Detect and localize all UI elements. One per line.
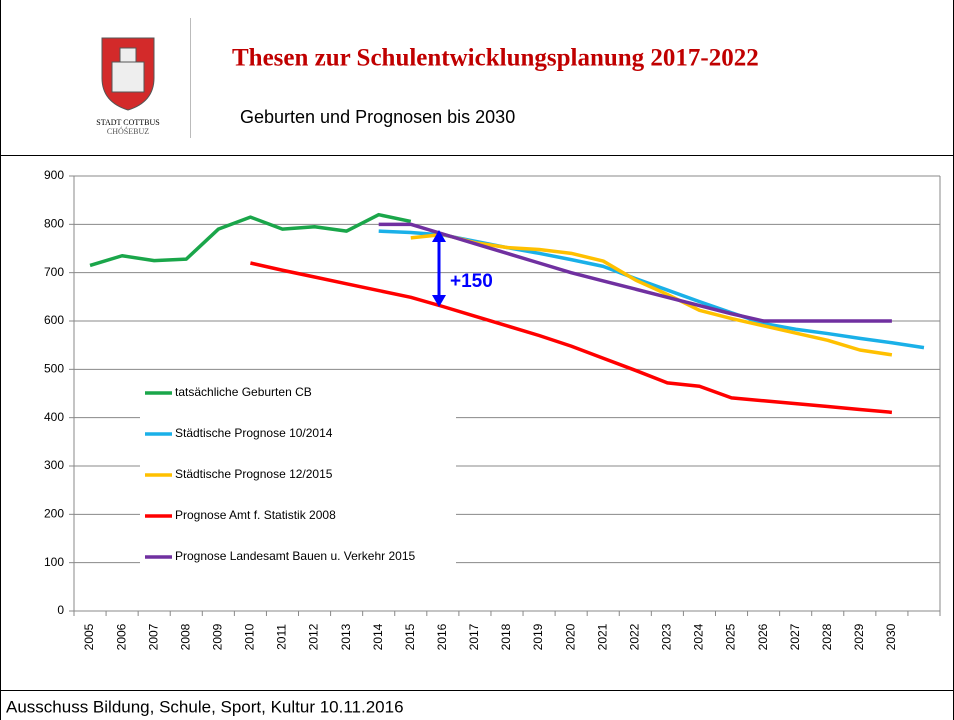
y-tick-label: 700: [44, 265, 64, 279]
x-tick-label: 2023: [660, 623, 674, 650]
footer-text: Ausschuss Bildung, Schule, Sport, Kultur…: [6, 697, 404, 716]
y-tick-label: 900: [44, 168, 64, 182]
x-tick-label: 2021: [595, 623, 609, 650]
x-tick-label: 2030: [884, 623, 898, 650]
x-tick-label: 2022: [627, 623, 641, 650]
x-tick-label: 2019: [531, 623, 545, 650]
title: Thesen zur Schulentwicklungsplanung 2017…: [232, 45, 759, 72]
logo-name: STADT COTTBUS: [96, 118, 159, 127]
legend-label: Städtische Prognose 12/2015: [175, 467, 333, 481]
y-tick-label: 0: [57, 603, 64, 617]
y-tick-label: 800: [44, 217, 64, 231]
x-tick-label: 2014: [371, 623, 385, 650]
y-tick-label: 400: [44, 410, 64, 424]
x-tick-label: 2026: [756, 623, 770, 650]
legend-label: Prognose Amt f. Statistik 2008: [175, 508, 336, 522]
logo: STADT COTTBUS CHÓŚEBUZ: [96, 38, 159, 136]
y-tick-label: 600: [44, 313, 64, 327]
x-tick-label: 2006: [114, 623, 128, 650]
slide: STADT COTTBUS CHÓŚEBUZ Thesen zur Schule…: [0, 0, 954, 720]
x-tick-label: 2013: [339, 623, 353, 650]
x-tick-label: 2008: [178, 623, 192, 650]
y-tick-label: 100: [44, 555, 64, 569]
legend-label: tatsächliche Geburten CB: [175, 385, 312, 399]
x-tick-label: 2010: [243, 623, 257, 650]
y-tick-label: 200: [44, 507, 64, 521]
x-tick-label: 2024: [692, 623, 706, 650]
x-tick-label: 2029: [852, 623, 866, 650]
logo-subname: CHÓŚEBUZ: [107, 126, 149, 136]
legend-label: Prognose Landesamt Bauen u. Verkehr 2015: [175, 549, 415, 563]
x-tick-label: 2011: [275, 624, 289, 650]
x-tick-label: 2009: [211, 623, 225, 650]
x-tick-label: 2028: [820, 623, 834, 650]
y-tick-label: 300: [44, 458, 64, 472]
x-tick-label: 2018: [499, 623, 513, 650]
y-tick-label: 500: [44, 362, 64, 376]
x-tick-label: 2005: [82, 623, 96, 650]
page: STADT COTTBUS CHÓŚEBUZ Thesen zur Schule…: [0, 0, 954, 720]
annotation: +150: [450, 271, 493, 292]
x-tick-label: 2007: [146, 623, 160, 650]
x-tick-label: 2017: [467, 623, 481, 650]
x-tick-label: 2027: [788, 623, 802, 650]
x-tick-label: 2015: [403, 623, 417, 650]
x-tick-label: 2020: [563, 623, 577, 650]
x-tick-label: 2025: [724, 623, 738, 650]
x-tick-label: 2012: [307, 623, 321, 650]
x-tick-label: 2016: [435, 623, 449, 650]
legend-label: Städtische Prognose 10/2014: [175, 426, 333, 440]
subtitle: Geburten und Prognosen bis 2030: [240, 107, 515, 127]
